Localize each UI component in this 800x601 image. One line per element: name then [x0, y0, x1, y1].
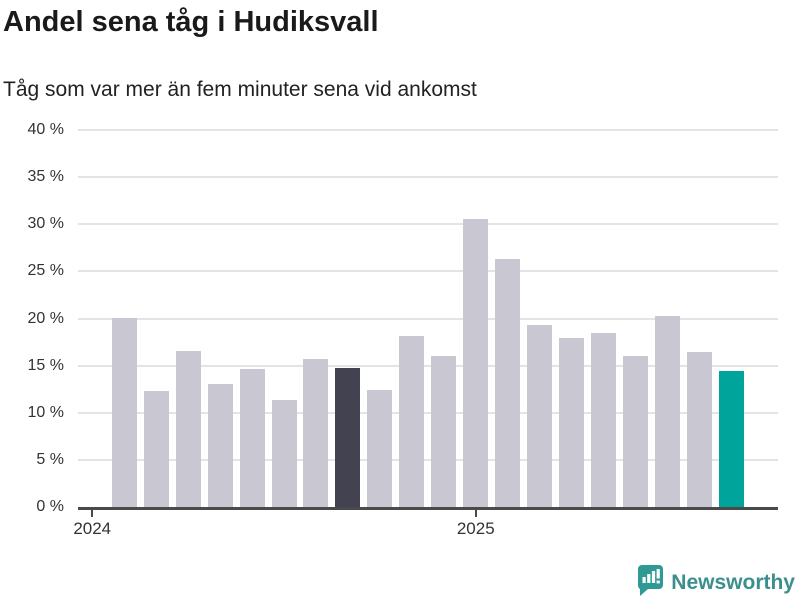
bar: [591, 332, 617, 507]
bar: [143, 391, 169, 507]
x-axis-line: [78, 507, 778, 510]
bar: [367, 390, 393, 507]
bar: [399, 336, 425, 507]
bar: [111, 317, 137, 507]
bar: [623, 356, 649, 507]
bar-chart-speech-bubble-icon: [636, 564, 664, 601]
y-tick-label: 20 %: [27, 309, 64, 327]
gridline: [78, 270, 778, 273]
x-tick-label: 2025: [456, 519, 495, 538]
x-tick: [91, 510, 94, 517]
gridline: [78, 223, 778, 226]
bar: [271, 399, 297, 507]
bar: [655, 315, 681, 507]
y-tick-label: 35 %: [27, 168, 64, 186]
gridline: [78, 176, 778, 179]
newsworthy-wordmark: Newsworthy: [671, 570, 795, 594]
x-tick: [474, 510, 477, 517]
gridline: [78, 458, 778, 461]
bar: [335, 368, 361, 507]
y-tick-label: 15 %: [27, 356, 64, 374]
y-tick-label: 25 %: [27, 262, 64, 280]
bar: [718, 371, 744, 507]
gridline: [78, 411, 778, 414]
x-tick-label: 2024: [73, 519, 112, 538]
y-tick-label: 0 %: [36, 498, 64, 515]
chart-title: Andel sena tåg i Hudiksvall: [3, 6, 379, 38]
bar: [463, 218, 489, 507]
newsworthy-logo: Newsworthy: [636, 564, 795, 601]
chart-subtitle: Tåg som var mer än fem minuter sena vid …: [3, 78, 477, 101]
bar: [686, 352, 712, 507]
y-tick-label: 40 %: [27, 121, 64, 138]
bar: [527, 325, 553, 507]
bar: [175, 350, 201, 507]
gridline: [78, 129, 778, 131]
bar: [559, 338, 585, 507]
gridline: [78, 364, 778, 367]
bar: [239, 369, 265, 507]
bar: [207, 383, 233, 507]
y-tick-label: 5 %: [36, 450, 64, 468]
bar: [431, 356, 457, 507]
bar: [303, 359, 329, 507]
bar: [495, 259, 521, 507]
y-tick-label: 10 %: [27, 403, 64, 421]
y-tick-label: 30 %: [27, 215, 64, 233]
gridline: [78, 317, 778, 320]
